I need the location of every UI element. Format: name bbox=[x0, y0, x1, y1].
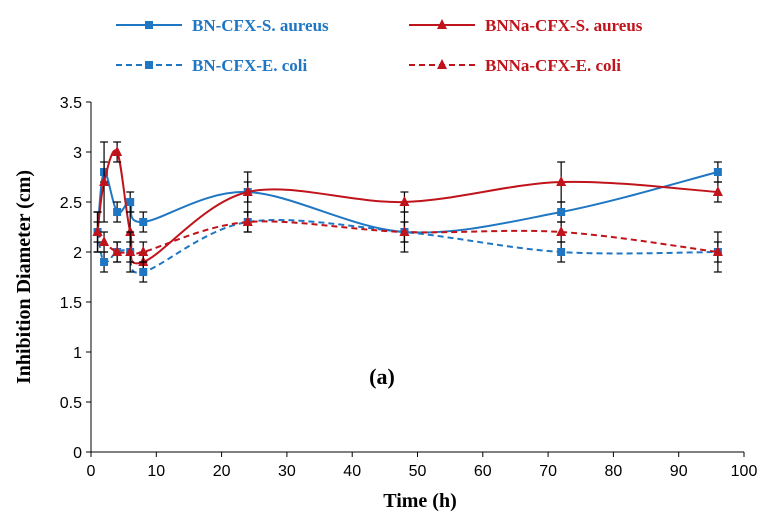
series-3 bbox=[93, 211, 722, 283]
y-tick-label: 1 bbox=[73, 345, 82, 362]
data-point bbox=[126, 198, 135, 206]
data-point bbox=[125, 226, 136, 236]
series-line bbox=[96, 149, 718, 265]
legend-item-4: BNNa-CFX-E. coli bbox=[409, 56, 621, 75]
legend-marker bbox=[437, 19, 447, 29]
data-point bbox=[112, 246, 123, 256]
x-tick-label: 90 bbox=[670, 463, 688, 480]
legend-item-1: BN-CFX-S. aureus bbox=[116, 16, 329, 35]
data-point bbox=[399, 226, 410, 236]
data-point bbox=[557, 208, 566, 216]
y-tick-label: 1.5 bbox=[60, 295, 82, 312]
data-point bbox=[139, 268, 148, 276]
data-point bbox=[92, 226, 103, 236]
legend-item-3: BN-CFX-E. coli bbox=[116, 56, 307, 75]
y-tick-label: 0.5 bbox=[60, 395, 82, 412]
x-tick-label: 70 bbox=[539, 463, 557, 480]
series-line bbox=[96, 219, 718, 274]
y-tick-label: 3.5 bbox=[60, 95, 82, 112]
x-tick-label: 10 bbox=[147, 463, 165, 480]
data-point bbox=[138, 246, 149, 256]
axes: 0 10 20 30 40 50 60 70 80 90 100 0 0.5 1 1.5 2 2.5 3 3.5 bbox=[60, 95, 758, 480]
data-point bbox=[556, 176, 567, 186]
series-layer bbox=[92, 141, 723, 283]
data-point bbox=[125, 246, 136, 256]
series-4 bbox=[92, 211, 723, 273]
data-point bbox=[557, 248, 566, 256]
legend-marker bbox=[145, 61, 153, 69]
x-tick-label: 0 bbox=[87, 463, 96, 480]
data-point bbox=[712, 246, 723, 256]
x-tick-label: 100 bbox=[731, 463, 758, 480]
data-point bbox=[113, 208, 122, 216]
legend-label: BNNa-CFX-S. aureus bbox=[485, 16, 643, 35]
data-point bbox=[100, 258, 109, 266]
data-point bbox=[112, 146, 123, 156]
y-axis-title: Inhibition Diameter (cm) bbox=[13, 170, 35, 384]
x-tick-label: 50 bbox=[409, 463, 427, 480]
x-tick-label: 60 bbox=[474, 463, 492, 480]
data-point bbox=[242, 186, 253, 196]
x-axis-title: Time (h) bbox=[383, 490, 457, 512]
y-tick-label: 3 bbox=[73, 145, 82, 162]
data-point bbox=[242, 216, 253, 226]
series-1 bbox=[93, 161, 722, 253]
data-point bbox=[713, 168, 722, 176]
legend-label: BNNa-CFX-E. coli bbox=[485, 56, 621, 75]
data-point bbox=[99, 236, 110, 246]
x-tick-label: 20 bbox=[213, 463, 231, 480]
legend: BN-CFX-S. aureus BNNa-CFX-S. aureus BN-CFX… bbox=[116, 16, 643, 75]
series-line bbox=[96, 170, 719, 234]
legend-marker bbox=[437, 59, 447, 69]
x-tick-label: 80 bbox=[605, 463, 623, 480]
x-tick-label: 30 bbox=[278, 463, 296, 480]
data-point bbox=[139, 218, 148, 226]
y-tick-label: 2 bbox=[73, 245, 82, 262]
legend-marker bbox=[145, 21, 153, 29]
legend-label: BN-CFX-S. aureus bbox=[192, 16, 329, 35]
y-tick-label: 2.5 bbox=[60, 195, 82, 212]
data-point bbox=[556, 226, 567, 236]
data-point bbox=[99, 176, 110, 186]
legend-item-2: BNNa-CFX-S. aureus bbox=[409, 16, 643, 35]
legend-label: BN-CFX-E. coli bbox=[192, 56, 307, 75]
data-point bbox=[399, 196, 410, 206]
series-line bbox=[96, 220, 719, 256]
x-tick-label: 40 bbox=[343, 463, 361, 480]
data-point bbox=[712, 186, 723, 196]
panel-annotation: (a) bbox=[369, 364, 395, 389]
y-tick-label: 0 bbox=[73, 445, 82, 462]
